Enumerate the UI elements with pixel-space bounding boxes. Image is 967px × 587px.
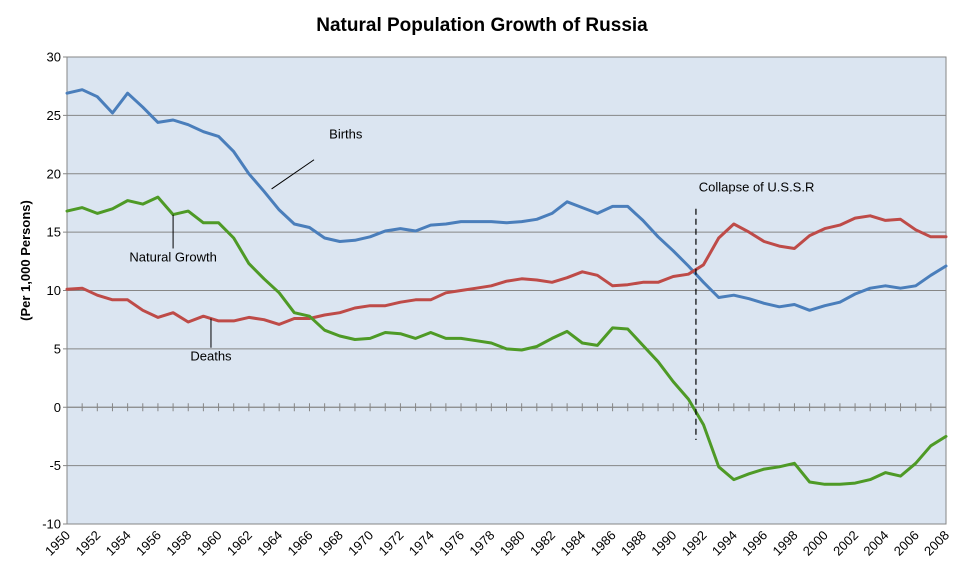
y-tick-label: 0: [54, 400, 61, 415]
x-tick-label: 1992: [679, 528, 710, 559]
chart-title: Natural Population Growth of Russia: [316, 15, 648, 36]
series-line-natural-growth: [65, 195, 948, 486]
x-tick-label: 1966: [285, 528, 316, 559]
x-tick-label: 1996: [739, 528, 770, 559]
x-tick-label: 1982: [527, 528, 558, 559]
x-tick-label: 1956: [133, 528, 164, 559]
y-axis-ticks: 30 25 20 15 10 5 0 -5 -10: [42, 50, 67, 532]
x-tick-label: 1990: [648, 528, 679, 559]
x-tick-label: 1968: [315, 528, 346, 559]
x-tick-label: 1978: [466, 528, 497, 559]
x-tick-label: 1976: [436, 528, 467, 559]
y-tick-label: 20: [47, 166, 61, 181]
x-tick-label: 2004: [860, 528, 891, 559]
annotation-deaths: Deaths: [190, 349, 232, 364]
y-tick-label: 25: [47, 108, 61, 123]
annotations: Births Natural Growth Deaths Collapse of U.…: [129, 127, 814, 440]
y-tick-label: 30: [47, 50, 61, 65]
x-tick-label: 1964: [254, 528, 285, 559]
x-tick-label: 1972: [375, 528, 406, 559]
annotation-collapse-of-u-s-s-r: Collapse of U.S.S.R: [699, 179, 815, 194]
y-axis-label: (Per 1,000 Persons): [18, 200, 33, 321]
x-tick-label: 1960: [194, 528, 225, 559]
annotation-births: Births: [329, 127, 363, 142]
x-tick-label: 1954: [103, 528, 134, 559]
x-tick-label: 1962: [224, 528, 255, 559]
x-tick-label: 1970: [345, 528, 376, 559]
series-line-births: [65, 88, 948, 312]
x-tick-label: 1974: [406, 528, 437, 559]
series-lines: [65, 88, 948, 486]
x-tick-label: 2000: [800, 528, 831, 559]
x-tick-label: 1952: [72, 528, 103, 559]
x-tick-label: 2006: [891, 528, 922, 559]
x-tick-label: 2008: [921, 528, 952, 559]
x-tick-label: 2002: [830, 528, 861, 559]
x-tick-label: 1988: [618, 528, 649, 559]
x-tick-label: 1950: [42, 528, 73, 559]
x-tick-label: 1994: [709, 528, 740, 559]
y-tick-label: -10: [42, 517, 61, 532]
x-tick-label: 1998: [770, 528, 801, 559]
y-tick-label: 10: [47, 283, 61, 298]
x-tick-label: 1984: [557, 528, 588, 559]
x-tick-label: 1980: [497, 528, 528, 559]
x-tick-label: 1958: [163, 528, 194, 559]
y-tick-label: 5: [54, 341, 61, 356]
x-tick-label: 1986: [588, 528, 619, 559]
annotation-natural-growth: Natural Growth: [129, 249, 216, 264]
series-line-deaths: [65, 214, 948, 326]
annotation-leader: [271, 159, 315, 190]
y-tick-label: -5: [49, 458, 61, 473]
y-tick-label: 15: [47, 225, 61, 240]
